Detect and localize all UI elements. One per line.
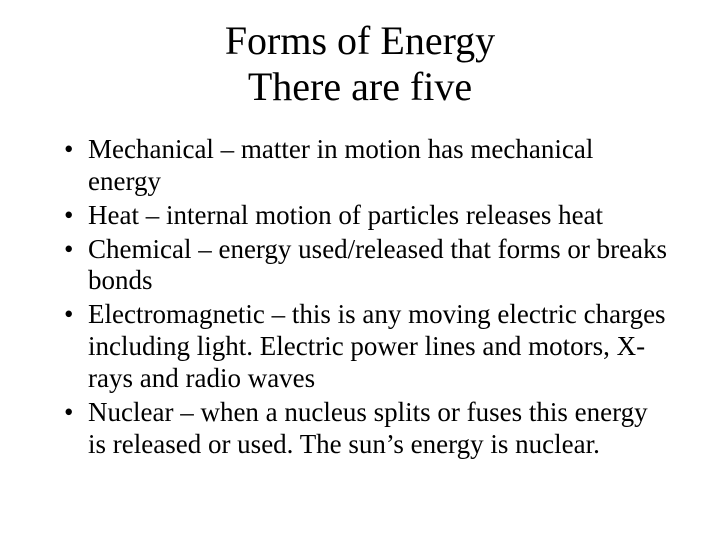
bullet-text: Chemical – energy used/released that for… — [88, 234, 667, 296]
slide: Forms of Energy There are five Mechanica… — [0, 0, 720, 540]
bullet-text: Heat – internal motion of particles rele… — [88, 200, 603, 230]
title-line-1: Forms of Energy — [225, 18, 495, 63]
bullet-text: Electromagnetic – this is any moving ele… — [88, 299, 666, 393]
list-item: Nuclear – when a nucleus splits or fuses… — [88, 397, 670, 461]
list-item: Chemical – energy used/released that for… — [88, 234, 670, 298]
list-item: Mechanical – matter in motion has mechan… — [88, 134, 670, 198]
slide-title: Forms of Energy There are five — [50, 18, 670, 110]
list-item: Heat – internal motion of particles rele… — [88, 200, 670, 232]
bullet-list: Mechanical – matter in motion has mechan… — [50, 134, 670, 461]
bullet-text: Nuclear – when a nucleus splits or fuses… — [88, 397, 648, 459]
list-item: Electromagnetic – this is any moving ele… — [88, 299, 670, 395]
title-line-2: There are five — [248, 64, 472, 109]
bullet-text: Mechanical – matter in motion has mechan… — [88, 134, 593, 196]
